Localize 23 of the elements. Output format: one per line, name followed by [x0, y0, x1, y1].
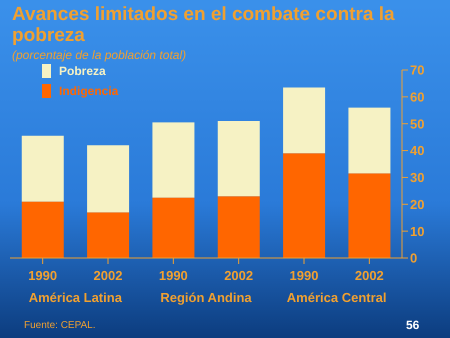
source-note: Fuente: CEPAL.: [24, 320, 96, 331]
y-tick-label: 30: [410, 170, 424, 186]
x-tick-label: 1990: [158, 268, 188, 283]
legend-label: Indigencia: [59, 84, 118, 98]
x-tick-label: 2002: [354, 268, 384, 283]
x-tick-label: 2002: [224, 268, 254, 283]
text: América Central: [286, 290, 387, 305]
y-tick-label: 20: [410, 196, 424, 212]
chart-title: Avances limitados en el combate contra la pobreza: [12, 4, 396, 46]
y-tick-label: 50: [410, 116, 424, 132]
x-tick-label: 1990: [28, 268, 58, 283]
y-tick-label: 40: [410, 143, 424, 158]
y-tick-label: 10: [410, 224, 424, 239]
legend-label: Pobreza: [59, 64, 106, 78]
y-tick-label: 70: [410, 62, 424, 78]
x-tick-label: 2002: [94, 268, 122, 283]
y-tick-label: 0: [410, 250, 418, 266]
x-tick-label: 1990: [290, 268, 318, 283]
text: América Latina: [28, 290, 123, 305]
text: 56: [406, 318, 420, 332]
y-tick-label: 60: [410, 89, 424, 104]
chart-subtitle: (porcentaje de la población total): [12, 48, 186, 62]
text: Región Andina: [160, 290, 252, 305]
